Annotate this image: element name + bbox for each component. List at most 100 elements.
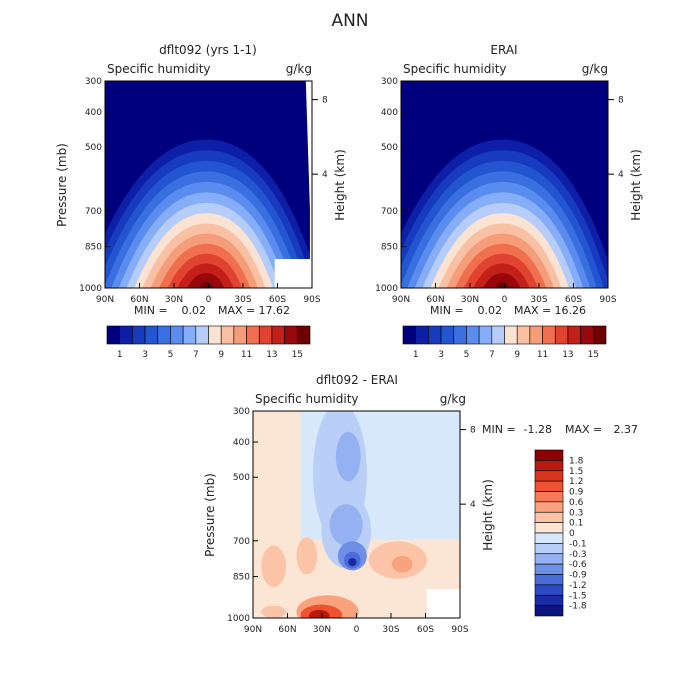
colorbar-label: 1.8 [569,456,584,466]
colorbar-swatch [271,325,285,345]
colorbar-label: 3 [438,350,444,360]
colorbar-swatch [208,325,222,345]
variable-label: Specific humidity [403,62,507,76]
colorbar-swatch [534,449,564,461]
variable-label: Specific humidity [107,62,211,76]
y-tick-label: 400 [233,438,250,448]
min-label: MIN = [134,304,168,317]
colorbar-swatch [132,325,146,345]
colorbar-label: 9 [218,350,224,360]
colorbar-swatch [119,325,133,345]
contour-band [308,609,330,618]
x-tick-label: 90N [96,295,114,305]
contour-band [391,555,413,573]
height-axis-label: Height (km) [333,149,347,220]
x-tick-label: 30N [461,295,479,305]
x-tick-label: 30S [530,295,547,305]
y-tick-label: 1000 [375,284,398,294]
panel-difference: dflt092 - ERAI Specific humidity g/kg 90… [203,373,638,635]
max-label: MAX = [514,304,551,317]
height-tick-label: 8 [618,96,624,106]
contour-band [261,545,287,587]
colorbar-swatch [534,543,564,555]
colorbar-label: 1.5 [569,467,583,477]
colorbar-swatch [534,584,564,596]
colorbar-swatch [534,460,564,472]
x-tick-label: 60S [417,625,434,635]
colorbar-label: 0.6 [569,498,584,508]
colorbar-swatch [170,325,184,345]
humidity-field [401,81,608,288]
min-value: -1.28 [524,423,552,436]
x-tick-label: 0 [354,625,360,635]
min-value: 0.02 [182,304,207,317]
colorbar-label: -0.1 [569,539,587,549]
y-tick-label: 1000 [227,614,250,624]
height-tick-label: 8 [470,426,476,436]
colorbar-swatch [233,325,247,345]
y-tick-label: 300 [381,77,398,87]
x-tick-label: 90S [599,295,616,305]
x-tick-label: 30N [165,295,183,305]
colorbar-swatch [534,605,564,617]
x-tick-label: 60N [426,295,444,305]
contour-band [348,557,357,567]
colorbar-swatch [453,325,467,345]
colorbar-swatch [534,480,564,492]
x-tick-label: 30S [234,295,251,305]
humidity-field [105,81,312,288]
colorbar-swatch [466,325,480,345]
variable-label: Specific humidity [255,392,359,406]
colorbar-label: 0.1 [569,519,583,529]
colorbar-swatch [529,325,543,345]
x-tick-label: 60S [565,295,582,305]
colorbar-swatch [593,325,607,345]
contour-band [495,282,510,288]
colorbar-swatch [106,325,120,345]
x-axis-ticks: 90N 60N 30N 0 30S 60S 90S [96,283,321,305]
max-value: 2.37 [614,423,639,436]
panel-title: ERAI [490,43,517,57]
missing-data-region [426,589,460,618]
page-title: ANN [331,11,368,31]
colorbar-swatch [534,511,564,523]
colorbar-label: 3 [142,350,148,360]
x-axis-ticks: 90N 60N 30N 0 30S 60S 90S [392,283,617,305]
x-tick-label: 90N [244,625,262,635]
units-label: g/kg [582,62,608,76]
y-tick-label: 850 [233,573,250,583]
colorbar-label: 7 [489,350,495,360]
contour-band [261,605,287,618]
colorbar-label: 11 [241,350,252,360]
colorbar-swatch [258,325,273,345]
y-axis-ticks: 300 400 500 700 850 1000 [375,77,406,294]
height-axis-ticks: 84 [460,426,476,510]
contour-band [199,282,214,288]
colorbar-swatch [534,553,564,565]
contour-band [335,431,361,482]
y-tick-label: 400 [381,108,398,118]
colorbar: 1 3 5 7 9 11 13 15 [106,325,311,360]
y-axis-label: Pressure (mb) [55,143,69,227]
colorbar-label: 9 [514,350,520,360]
height-axis-ticks: 84 [608,96,624,180]
colorbar-swatch [157,325,171,345]
colorbar-swatch [534,563,564,575]
contour-band [187,273,225,288]
y-tick-label: 850 [85,243,102,253]
min-label: MIN = [430,304,464,317]
colorbar-label: 0 [569,529,575,539]
colorbar-swatch [534,501,564,513]
x-tick-label: 30S [382,625,399,635]
colorbar-swatch [284,325,298,345]
y-tick-label: 500 [381,143,398,153]
y-tick-label: 300 [233,407,250,417]
height-tick-label: 4 [618,170,624,180]
colorbar-label: 0.3 [569,508,583,518]
colorbar-swatch [440,325,455,345]
units-label: g/kg [440,392,466,406]
y-tick-label: 400 [85,108,102,118]
x-tick-label: 0 [206,295,212,305]
colorbar-swatch [402,325,416,345]
